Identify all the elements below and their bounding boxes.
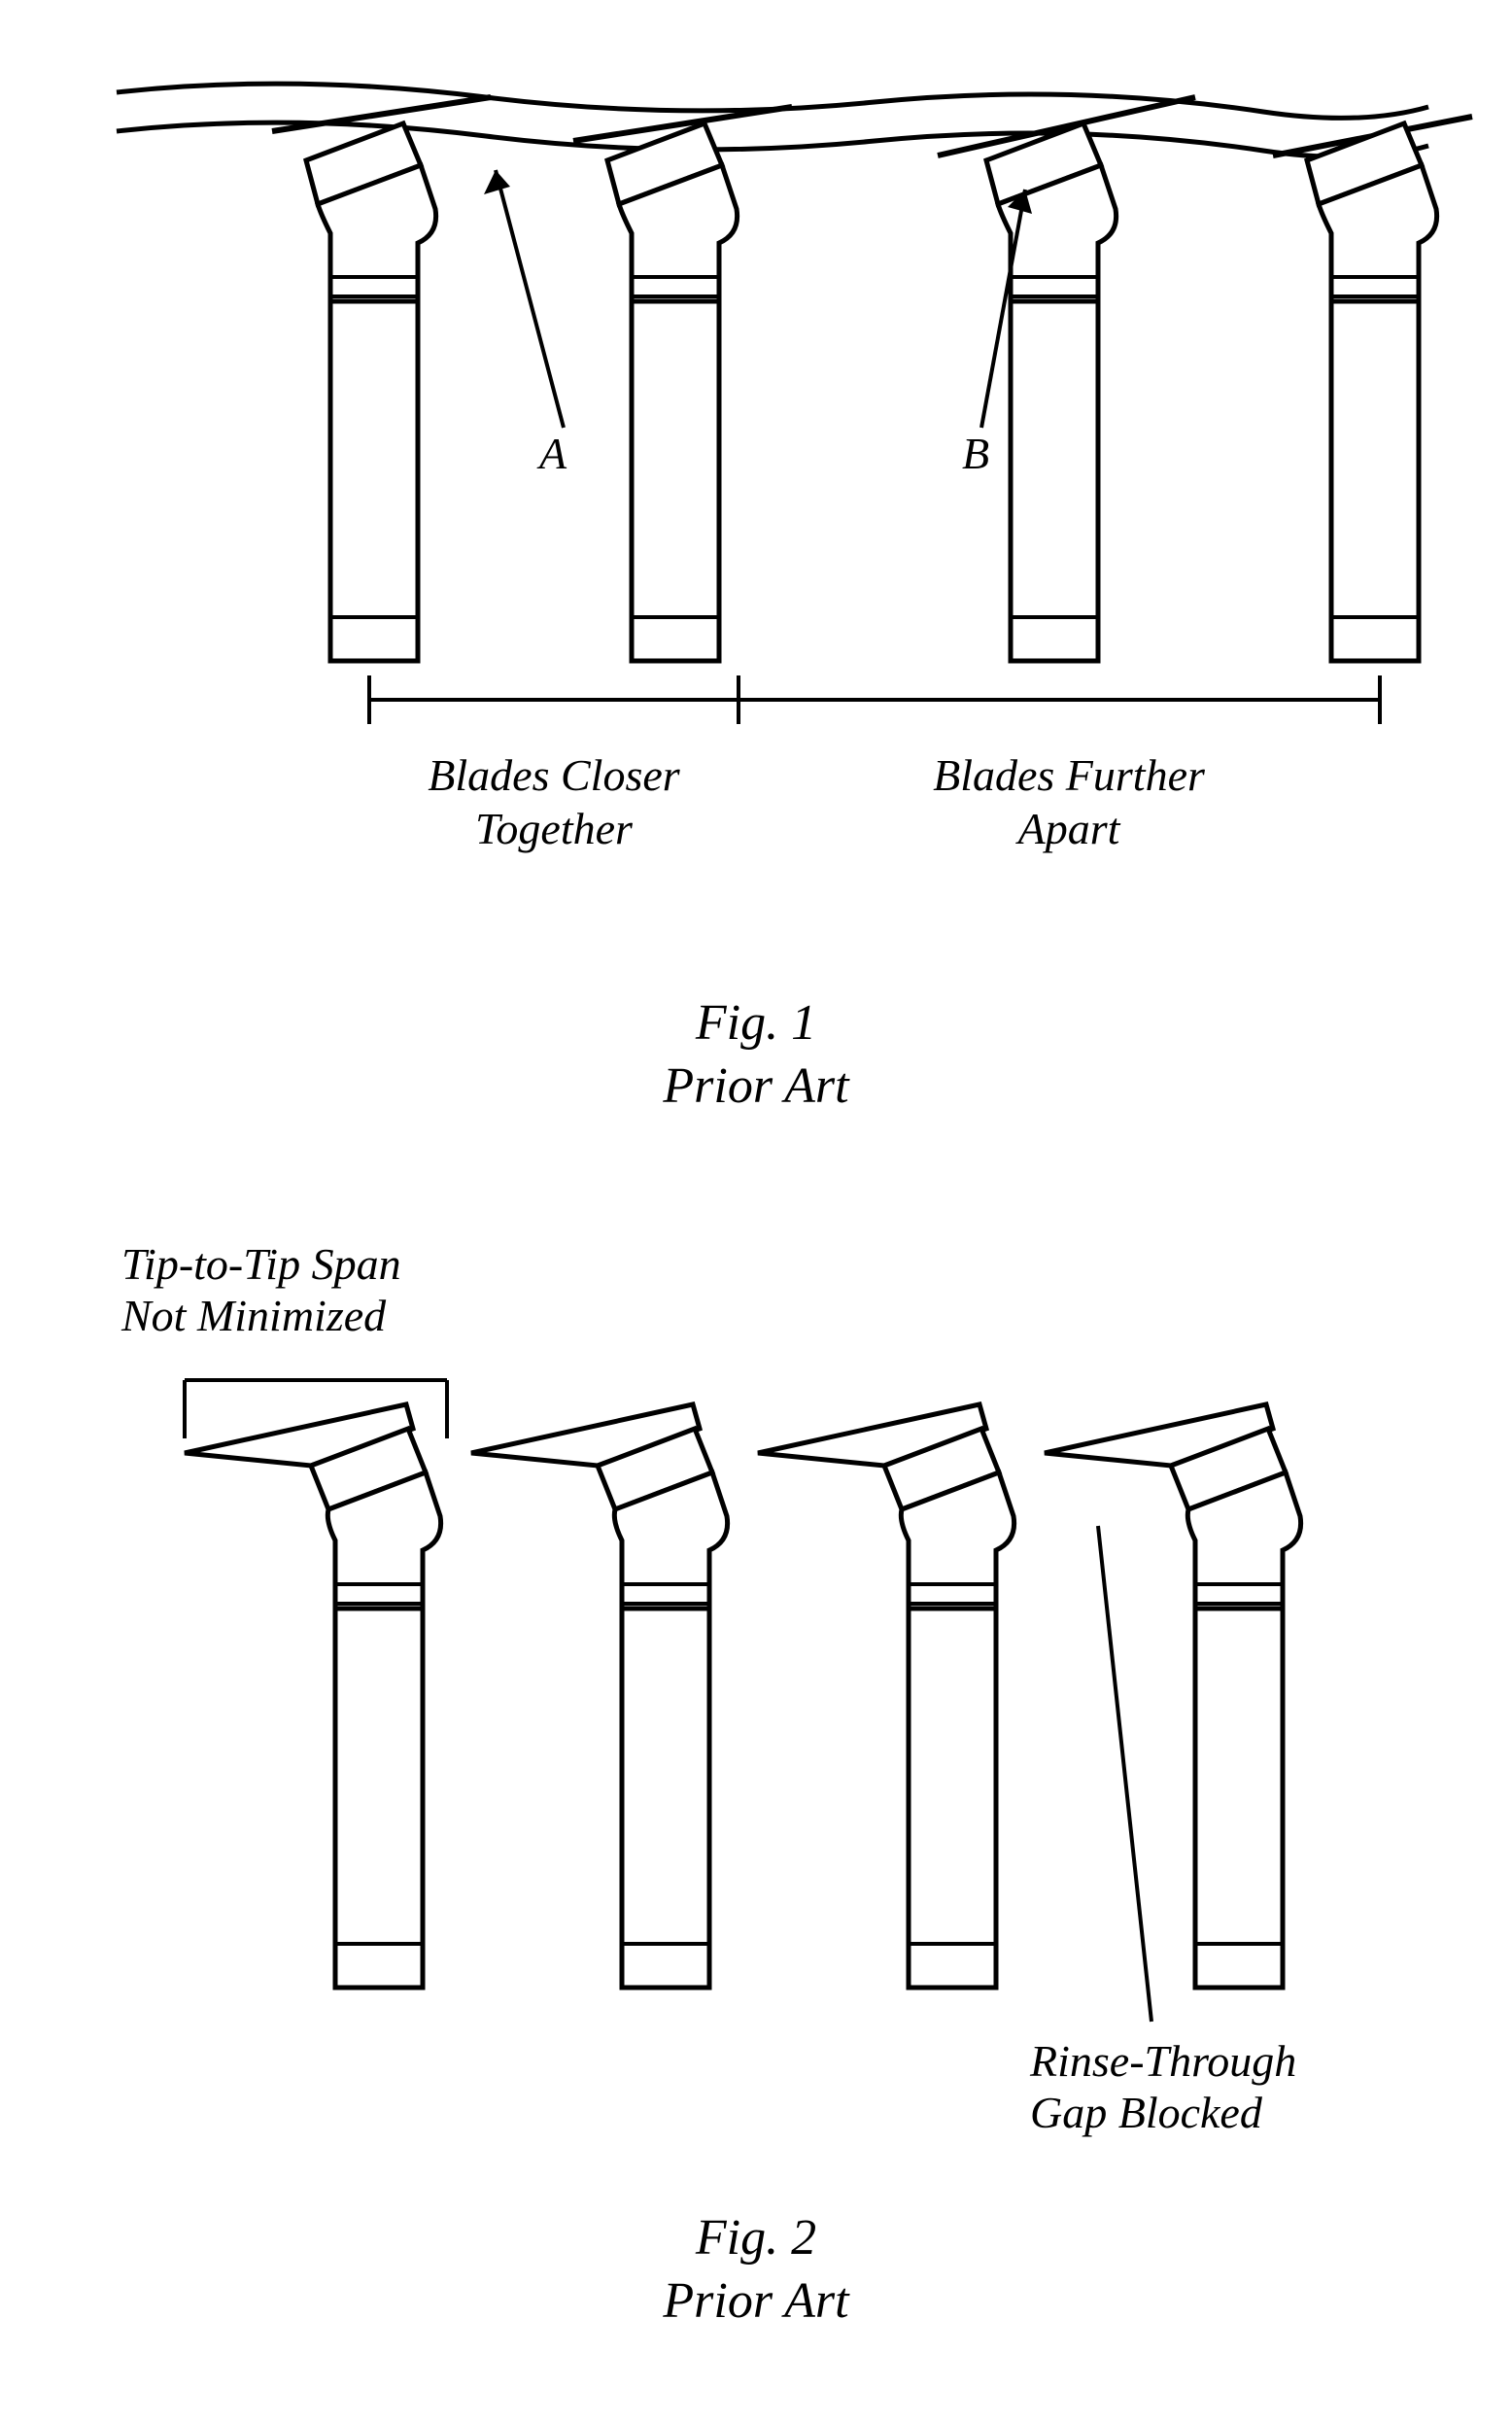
blades-closer-line1: Blades Closer [428, 750, 679, 800]
label-a: A [539, 428, 567, 479]
fig2-blade-1 [185, 1404, 441, 1988]
figure1-svg [0, 0, 1512, 1069]
fig2-blade-4 [1045, 1404, 1301, 1988]
blade-2 [573, 107, 792, 661]
rinse-label: Rinse-Through Gap Blocked [1030, 2036, 1296, 2139]
fig1-num: Fig. 1 [696, 995, 816, 1051]
fig2-blade-3 [758, 1404, 1014, 1988]
fig2-priorart: Prior Art [663, 2273, 848, 2329]
blade-1 [272, 97, 491, 661]
fig2-caption: Fig. 2 Prior Art [0, 2206, 1512, 2333]
rinse-arrow [1098, 1526, 1151, 2022]
fig1-caption: Fig. 1 Prior Art [0, 991, 1512, 1118]
tip-span-line2: Not Minimized [121, 1291, 386, 1340]
arrow-a [484, 170, 564, 428]
blades-further-line1: Blades Further [933, 750, 1205, 800]
blades-further-label: Blades Further Apart [797, 748, 1341, 855]
fig2-blade-2 [471, 1404, 728, 1988]
blades-further-line2: Apart [1018, 804, 1120, 853]
fig1-priorart: Prior Art [663, 1058, 848, 1114]
rinse-line1: Rinse-Through [1030, 2036, 1296, 2086]
rinse-line2: Gap Blocked [1030, 2088, 1262, 2137]
tip-span-label: Tip-to-Tip Span Not Minimized [121, 1239, 401, 1342]
dimension-bracket [369, 675, 1380, 724]
tip-span-line1: Tip-to-Tip Span [121, 1239, 401, 1289]
blade-3 [938, 97, 1195, 661]
blades-closer-label: Blades Closer Together [360, 748, 748, 855]
skin-surface [117, 84, 1428, 156]
label-b: B [962, 428, 989, 479]
blade-4 [1273, 117, 1472, 661]
fig2-num: Fig. 2 [696, 2210, 816, 2266]
blades-closer-line2: Together [475, 804, 633, 853]
